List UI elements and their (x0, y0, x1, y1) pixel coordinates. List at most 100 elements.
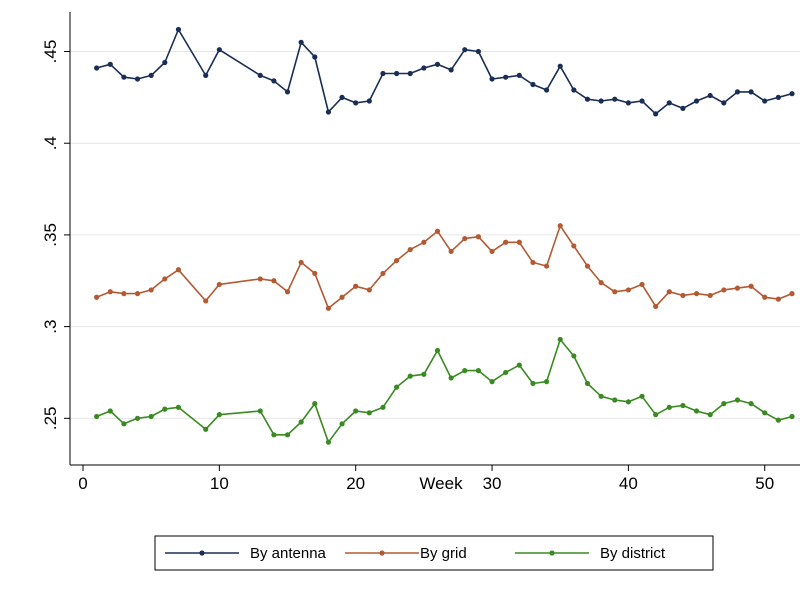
data-point (148, 287, 154, 293)
data-point (162, 276, 168, 282)
data-point (271, 78, 277, 84)
data-point (407, 373, 413, 379)
axes: .25 .3 .35 .4 .45 0 10 20 30 40 50 (41, 12, 800, 493)
data-point (775, 417, 781, 423)
data-point (203, 426, 209, 432)
data-point (134, 291, 141, 297)
data-point (448, 375, 454, 381)
data-point (380, 270, 386, 277)
series-by-grid (94, 223, 795, 311)
data-point (489, 248, 495, 255)
data-point (312, 270, 318, 277)
data-point (148, 413, 154, 420)
legend-label: By district (600, 545, 666, 562)
data-point (557, 336, 563, 343)
data-point (762, 294, 768, 300)
data-point (407, 246, 413, 253)
data-point (598, 393, 604, 399)
data-point (203, 298, 209, 304)
data-point (175, 267, 182, 273)
data-point (639, 393, 645, 399)
data-point (284, 432, 291, 438)
data-point (434, 228, 441, 234)
data-point (748, 401, 754, 407)
data-point (121, 74, 127, 80)
data-point (639, 98, 645, 104)
data-point (353, 408, 359, 414)
data-point (503, 74, 509, 80)
data-point (625, 287, 631, 293)
data-point (380, 404, 386, 410)
data-point (257, 72, 263, 78)
x-axis-title: Week (419, 474, 463, 493)
data-point (121, 291, 127, 297)
data-point (162, 406, 168, 412)
data-point (721, 100, 727, 106)
data-point (107, 289, 113, 295)
data-point (271, 278, 277, 284)
data-point (543, 87, 550, 93)
data-point (503, 369, 509, 376)
data-point (434, 347, 441, 354)
data-point (789, 291, 795, 297)
data-point (353, 100, 359, 106)
data-point (680, 402, 686, 409)
data-point (748, 283, 754, 289)
data-point (516, 72, 522, 78)
data-point (257, 408, 263, 414)
data-point (94, 294, 100, 300)
x-tick-label: 0 (78, 474, 87, 493)
data-point (666, 404, 672, 410)
data-point (148, 72, 154, 78)
series-by-antenna (94, 26, 795, 117)
data-point (734, 89, 741, 95)
data-point (693, 291, 700, 297)
data-point (612, 289, 618, 295)
data-point (475, 368, 482, 374)
data-point (612, 96, 618, 102)
y-tick-label: .25 (41, 406, 60, 430)
data-point (216, 47, 222, 53)
data-point (571, 243, 577, 249)
data-point (162, 59, 168, 66)
data-point (107, 408, 113, 414)
data-point (257, 276, 263, 282)
data-point (625, 100, 631, 106)
data-point (284, 89, 291, 95)
data-point (339, 421, 345, 427)
data-point (639, 281, 645, 288)
data-point (216, 412, 222, 418)
data-point (298, 419, 304, 425)
legend-marker (549, 550, 555, 556)
data-point (789, 413, 795, 420)
data-point (325, 109, 332, 115)
data-point (366, 410, 372, 416)
y-tick-label: .45 (41, 40, 60, 64)
data-point (734, 397, 741, 403)
data-point (543, 379, 550, 385)
legend-marker (199, 550, 205, 556)
data-point (516, 239, 522, 245)
data-point (489, 379, 495, 385)
legend-label: By antenna (250, 545, 327, 562)
data-point (584, 96, 591, 102)
data-point (462, 368, 468, 374)
legend-marker (379, 550, 385, 556)
data-point (680, 292, 686, 299)
data-point (584, 263, 591, 269)
data-point (530, 259, 536, 266)
data-point (598, 280, 604, 286)
data-point (693, 408, 700, 414)
data-point (325, 439, 332, 445)
data-point (557, 63, 563, 69)
data-point (530, 380, 536, 387)
data-point (134, 415, 141, 421)
data-point (775, 94, 781, 100)
series-lines (94, 26, 795, 445)
data-point (366, 287, 372, 293)
data-point (353, 283, 359, 289)
data-point (94, 413, 100, 420)
data-point (380, 70, 386, 77)
data-point (175, 26, 182, 33)
